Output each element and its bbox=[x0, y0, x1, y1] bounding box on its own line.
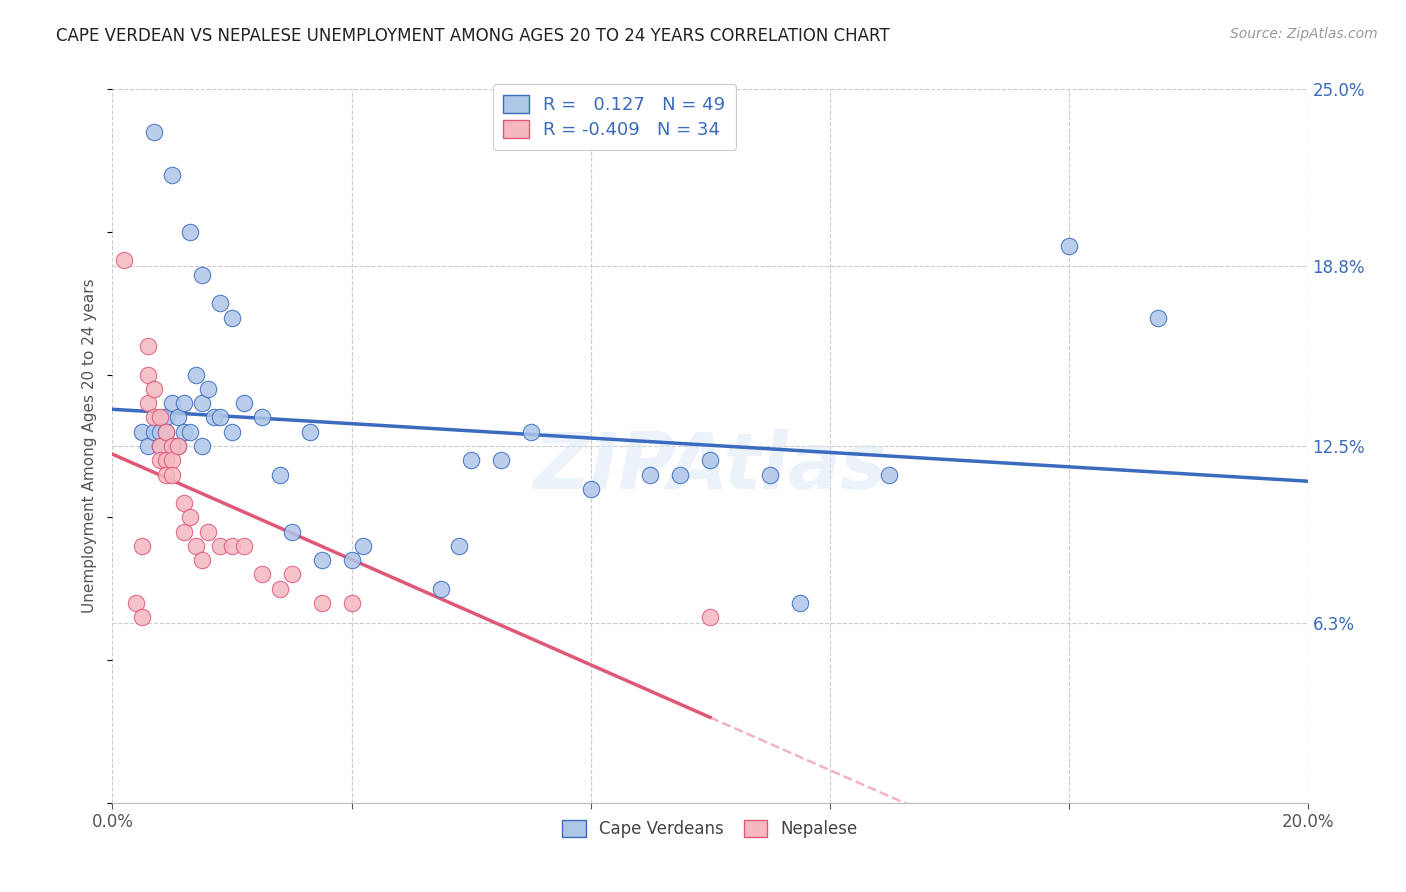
Point bbox=[143, 425, 166, 439]
Point bbox=[186, 368, 208, 382]
Point bbox=[125, 596, 148, 610]
Point bbox=[340, 553, 363, 567]
Point bbox=[179, 510, 201, 524]
Point bbox=[1057, 239, 1080, 253]
Point bbox=[138, 396, 160, 410]
Point bbox=[269, 582, 291, 596]
Point bbox=[699, 610, 721, 624]
Point bbox=[143, 410, 166, 425]
Point bbox=[131, 425, 153, 439]
Point bbox=[143, 382, 166, 396]
Point bbox=[640, 467, 662, 482]
Point bbox=[221, 539, 243, 553]
Point bbox=[191, 268, 214, 282]
Point bbox=[186, 539, 208, 553]
Point bbox=[233, 396, 256, 410]
Point bbox=[759, 467, 782, 482]
Point bbox=[191, 439, 214, 453]
Point bbox=[143, 125, 166, 139]
Point bbox=[131, 610, 153, 624]
Point bbox=[233, 539, 256, 553]
Text: Source: ZipAtlas.com: Source: ZipAtlas.com bbox=[1230, 27, 1378, 41]
Point bbox=[155, 425, 177, 439]
Point bbox=[149, 453, 172, 467]
Point bbox=[209, 410, 232, 425]
Point bbox=[1147, 310, 1170, 325]
Point bbox=[149, 439, 172, 453]
Point bbox=[789, 596, 811, 610]
Point bbox=[149, 425, 172, 439]
Point bbox=[155, 410, 177, 425]
Point bbox=[281, 567, 304, 582]
Point bbox=[162, 453, 183, 467]
Point bbox=[353, 539, 375, 553]
Point bbox=[167, 439, 190, 453]
Point bbox=[149, 439, 172, 453]
Point bbox=[179, 225, 201, 239]
Legend: Cape Verdeans, Nepalese: Cape Verdeans, Nepalese bbox=[555, 813, 865, 845]
Point bbox=[179, 425, 201, 439]
Point bbox=[162, 439, 183, 453]
Point bbox=[311, 596, 333, 610]
Point bbox=[489, 453, 512, 467]
Point bbox=[167, 439, 190, 453]
Point bbox=[520, 425, 543, 439]
Point bbox=[138, 439, 160, 453]
Point bbox=[155, 453, 177, 467]
Point bbox=[155, 425, 177, 439]
Text: ZIPAtlas: ZIPAtlas bbox=[533, 429, 887, 506]
Point bbox=[162, 396, 183, 410]
Point bbox=[250, 567, 273, 582]
Point bbox=[699, 453, 721, 467]
Y-axis label: Unemployment Among Ages 20 to 24 years: Unemployment Among Ages 20 to 24 years bbox=[82, 278, 97, 614]
Point bbox=[202, 410, 225, 425]
Point bbox=[162, 467, 183, 482]
Point bbox=[191, 553, 214, 567]
Text: CAPE VERDEAN VS NEPALESE UNEMPLOYMENT AMONG AGES 20 TO 24 YEARS CORRELATION CHAR: CAPE VERDEAN VS NEPALESE UNEMPLOYMENT AM… bbox=[56, 27, 890, 45]
Point bbox=[173, 396, 195, 410]
Point bbox=[138, 368, 160, 382]
Point bbox=[197, 524, 219, 539]
Point bbox=[209, 296, 232, 310]
Point bbox=[131, 539, 153, 553]
Point bbox=[449, 539, 471, 553]
Point bbox=[221, 425, 243, 439]
Point bbox=[149, 410, 172, 425]
Point bbox=[114, 253, 135, 268]
Point bbox=[173, 425, 195, 439]
Point bbox=[281, 524, 304, 539]
Point bbox=[173, 496, 195, 510]
Point bbox=[162, 168, 183, 182]
Point bbox=[298, 425, 321, 439]
Point bbox=[430, 582, 453, 596]
Point bbox=[669, 467, 692, 482]
Point bbox=[197, 382, 219, 396]
Point bbox=[269, 467, 291, 482]
Point bbox=[155, 467, 177, 482]
Point bbox=[460, 453, 482, 467]
Point bbox=[221, 310, 243, 325]
Point bbox=[209, 539, 232, 553]
Point bbox=[340, 596, 363, 610]
Point bbox=[311, 553, 333, 567]
Point bbox=[879, 467, 901, 482]
Point bbox=[167, 410, 190, 425]
Point bbox=[250, 410, 273, 425]
Point bbox=[191, 396, 214, 410]
Point bbox=[173, 524, 195, 539]
Point bbox=[162, 439, 183, 453]
Point bbox=[138, 339, 160, 353]
Point bbox=[579, 482, 602, 496]
